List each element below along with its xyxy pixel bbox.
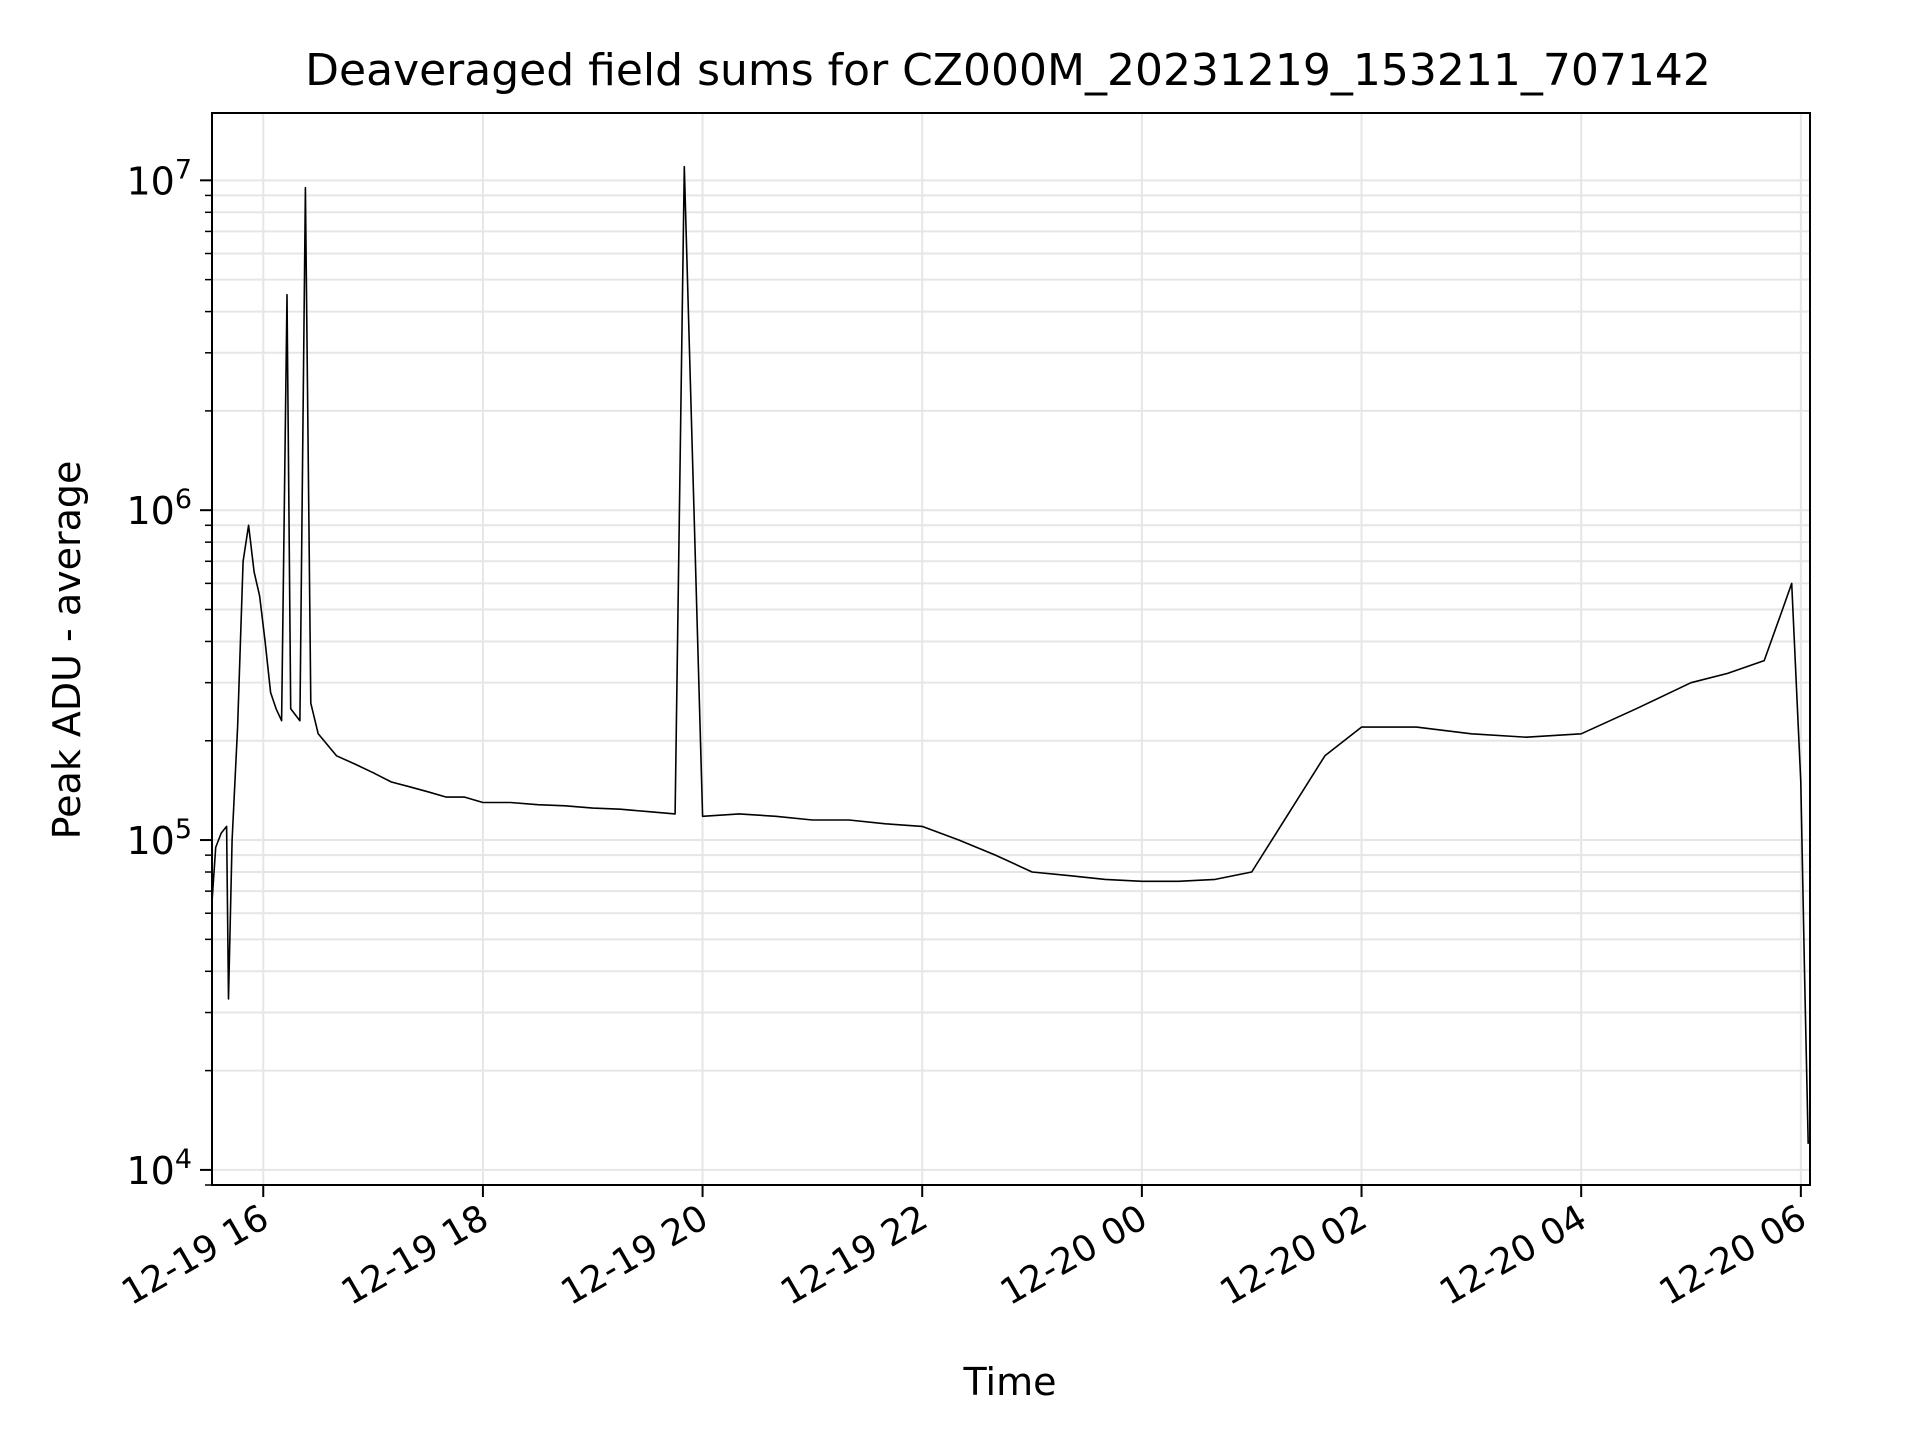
y-tick-label: 104: [126, 1144, 192, 1193]
y-tick-label: 106: [126, 484, 192, 533]
y-tick-label-exponent: 4: [175, 1144, 192, 1175]
y-tick-label-base: 10: [126, 819, 174, 863]
y-tick-label-base: 10: [126, 1149, 174, 1193]
plot-frame: [211, 112, 1811, 1186]
y-tick-label-exponent: 7: [175, 154, 192, 185]
y-tick-label-base: 10: [126, 159, 174, 203]
y-tick-label-exponent: 6: [175, 484, 192, 515]
x-axis-label: Time: [963, 1360, 1057, 1404]
y-tick-label: 107: [126, 154, 192, 203]
y-tick-label: 105: [126, 814, 192, 863]
chart-title: Deaveraged field sums for CZ000M_2023121…: [305, 45, 1711, 96]
data-layer: [211, 165, 1809, 1144]
grid: [212, 113, 1810, 1186]
series-line: [211, 165, 1809, 1144]
y-axis-label: Peak ADU - average: [45, 461, 89, 840]
y-tick-label-exponent: 5: [175, 814, 192, 845]
y-tick-label-base: 10: [126, 489, 174, 533]
